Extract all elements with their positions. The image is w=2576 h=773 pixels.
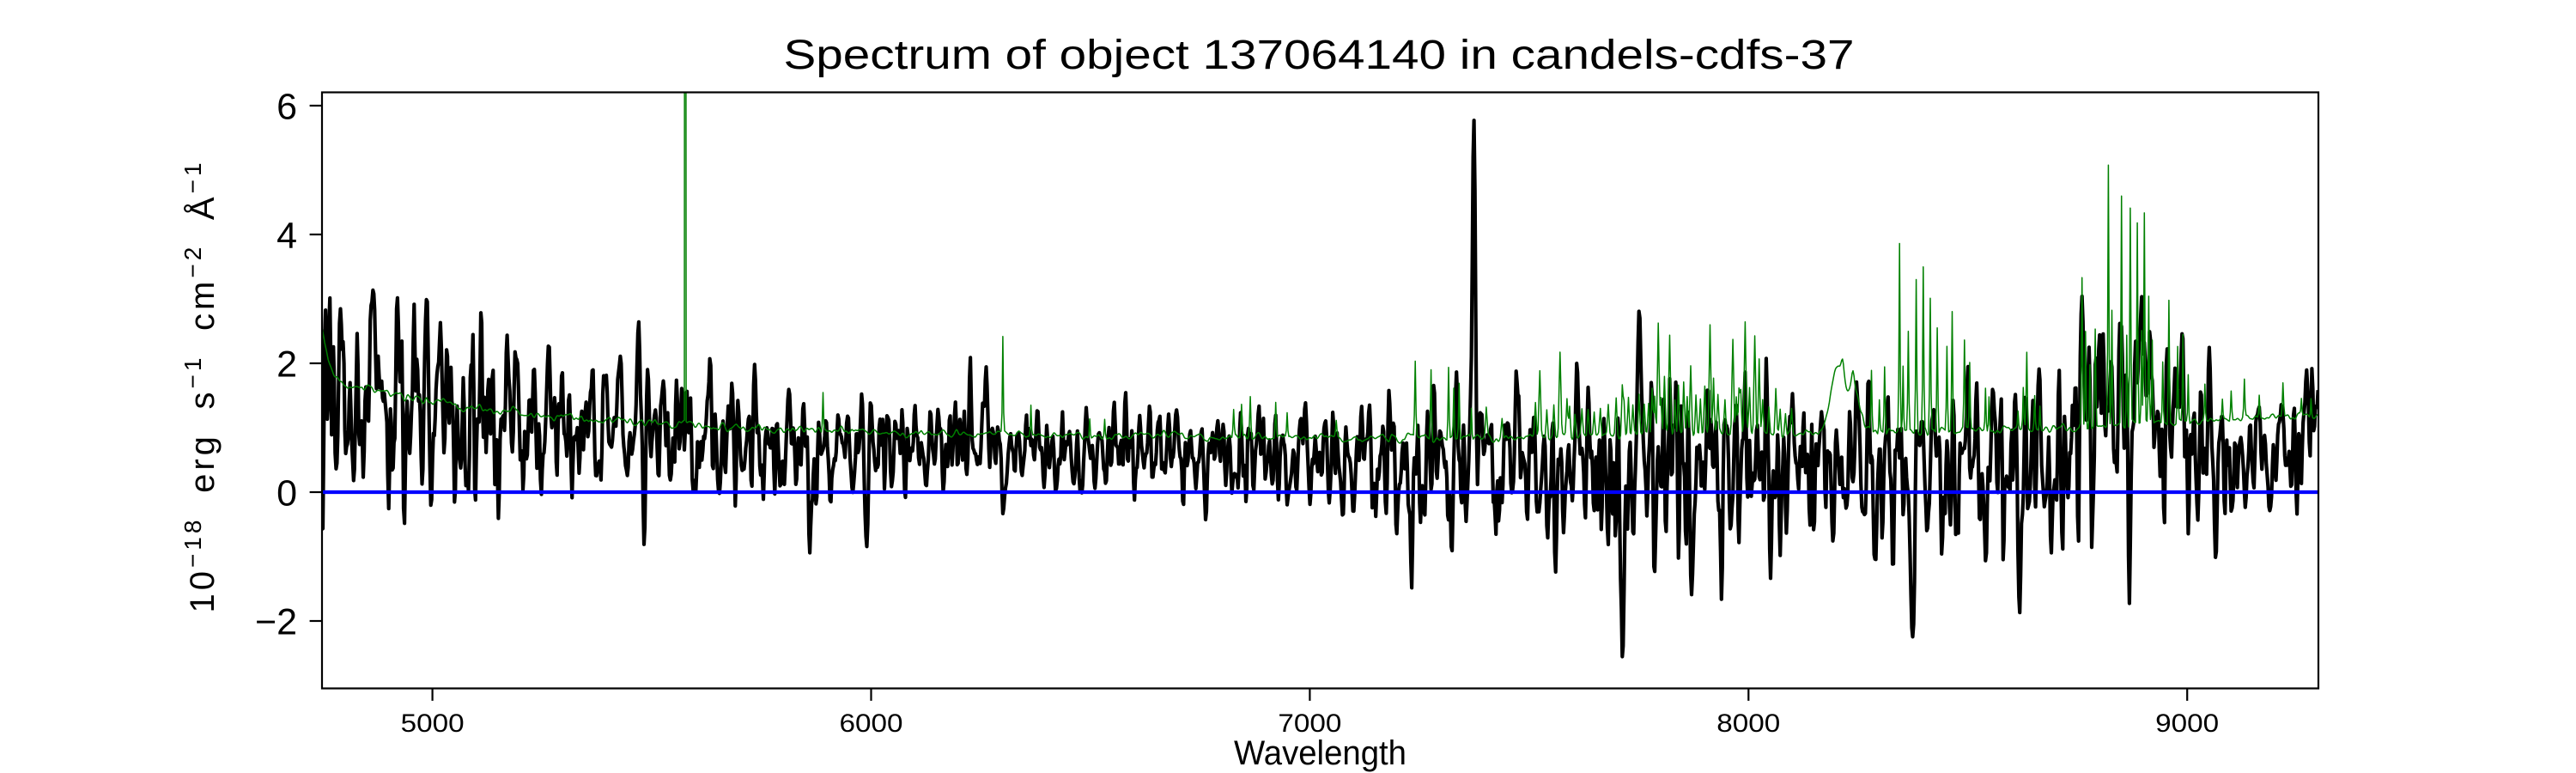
svg-text:7000: 7000 xyxy=(1278,709,1341,738)
svg-text:9000: 9000 xyxy=(2155,709,2219,738)
svg-text:4: 4 xyxy=(276,216,297,257)
svg-text:−2: −2 xyxy=(255,602,297,643)
svg-text:Spectrum of object 137064140 i: Spectrum of object 137064140 in candels-… xyxy=(784,33,1855,78)
svg-text:2: 2 xyxy=(276,344,297,386)
svg-text:6000: 6000 xyxy=(840,709,903,738)
svg-text:8000: 8000 xyxy=(1716,709,1780,738)
svg-text:10−18 erg s−1 cm−2 Å−1: 10−18 erg s−1 cm−2 Å−1 xyxy=(179,159,222,612)
svg-text:0: 0 xyxy=(276,473,297,514)
svg-text:6: 6 xyxy=(276,87,297,128)
svg-text:Wavelength: Wavelength xyxy=(1234,734,1406,772)
svg-text:5000: 5000 xyxy=(401,709,465,738)
